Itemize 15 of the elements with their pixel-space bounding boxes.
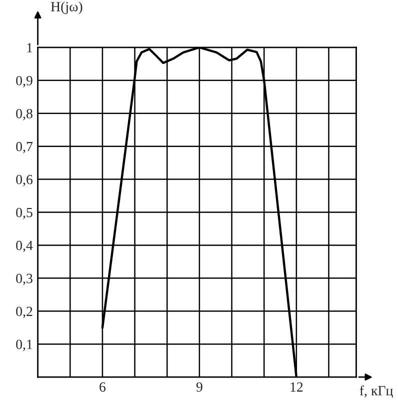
x-tick-label: 12 [290, 382, 303, 392]
x-axis-title: f, кГц [360, 385, 393, 398]
y-tick-label: 0,2 [16, 306, 32, 318]
y-tick-label: 0,7 [16, 142, 33, 154]
y-tick-label: 0,3 [16, 274, 32, 286]
y-tick-label: 0,9 [16, 76, 32, 88]
y-tick-label: 0,6 [16, 174, 33, 186]
y-tick-label: 0,8 [16, 108, 32, 120]
y-tick-label: 0,1 [16, 340, 32, 352]
x-tick-label: 6 [100, 382, 106, 392]
y-axis-title: H(jω) [50, 2, 82, 14]
y-tick-label: 1 [27, 43, 32, 52]
y-tick-label: 0,5 [16, 208, 32, 220]
y-tick-label: 0,4 [16, 240, 33, 252]
x-tick-label: 9 [196, 382, 202, 392]
